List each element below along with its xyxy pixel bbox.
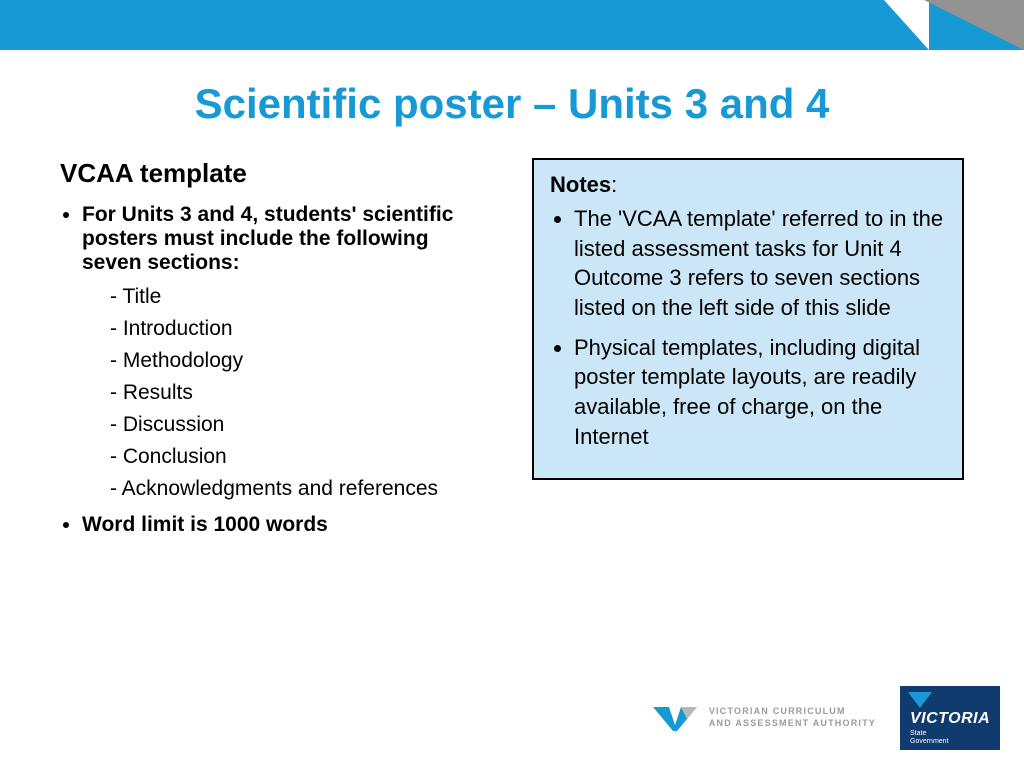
vic-triangle-icon [908,692,932,708]
vcaa-logo-text: VICTORIAN CURRICULUM AND ASSESSMENT AUTH… [709,706,876,729]
header-bar [0,0,1024,50]
notes-box: Notes: The 'VCAA template' referred to i… [532,158,964,480]
header-accent-grey [924,0,1024,50]
notes-item: The 'VCAA template' referred to in the l… [574,204,946,323]
section-heading: VCAA template [60,158,492,189]
main-bullets: For Units 3 and 4, students' scientific … [82,203,492,537]
right-column: Notes: The 'VCAA template' referred to i… [532,158,964,545]
slide-title: Scientific poster – Units 3 and 4 [0,80,1024,128]
section-item: Methodology [110,349,492,373]
word-limit-bullet: Word limit is 1000 words [82,513,492,537]
intro-bullet-text: For Units 3 and 4, students' scientific … [82,203,453,274]
vcaa-line1: VICTORIAN CURRICULUM [709,706,876,718]
section-item: Acknowledgments and references [110,477,492,501]
sections-list: Title Introduction Methodology Results D… [110,285,492,501]
left-column: VCAA template For Units 3 and 4, student… [60,158,492,545]
vic-sub-text: State Government [910,730,949,745]
notes-item: Physical templates, including digital po… [574,333,946,452]
vic-brand-text: VICTORIA [910,710,990,728]
intro-bullet: For Units 3 and 4, students' scientific … [82,203,492,501]
section-item: Introduction [110,317,492,341]
content-area: VCAA template For Units 3 and 4, student… [0,158,1024,545]
footer-logos: VICTORIAN CURRICULUM AND ASSESSMENT AUTH… [651,686,1000,750]
vcaa-chevron-icon [651,703,699,733]
notes-heading: Notes: [550,172,946,198]
header-accent-white [884,0,929,50]
vcaa-logo: VICTORIAN CURRICULUM AND ASSESSMENT AUTH… [651,703,876,733]
vcaa-line2: AND ASSESSMENT AUTHORITY [709,718,876,730]
section-item: Discussion [110,413,492,437]
victoria-gov-logo: VICTORIA State Government [900,686,1000,750]
section-item: Results [110,381,492,405]
notes-list: The 'VCAA template' referred to in the l… [574,204,946,452]
section-item: Title [110,285,492,309]
section-item: Conclusion [110,445,492,469]
